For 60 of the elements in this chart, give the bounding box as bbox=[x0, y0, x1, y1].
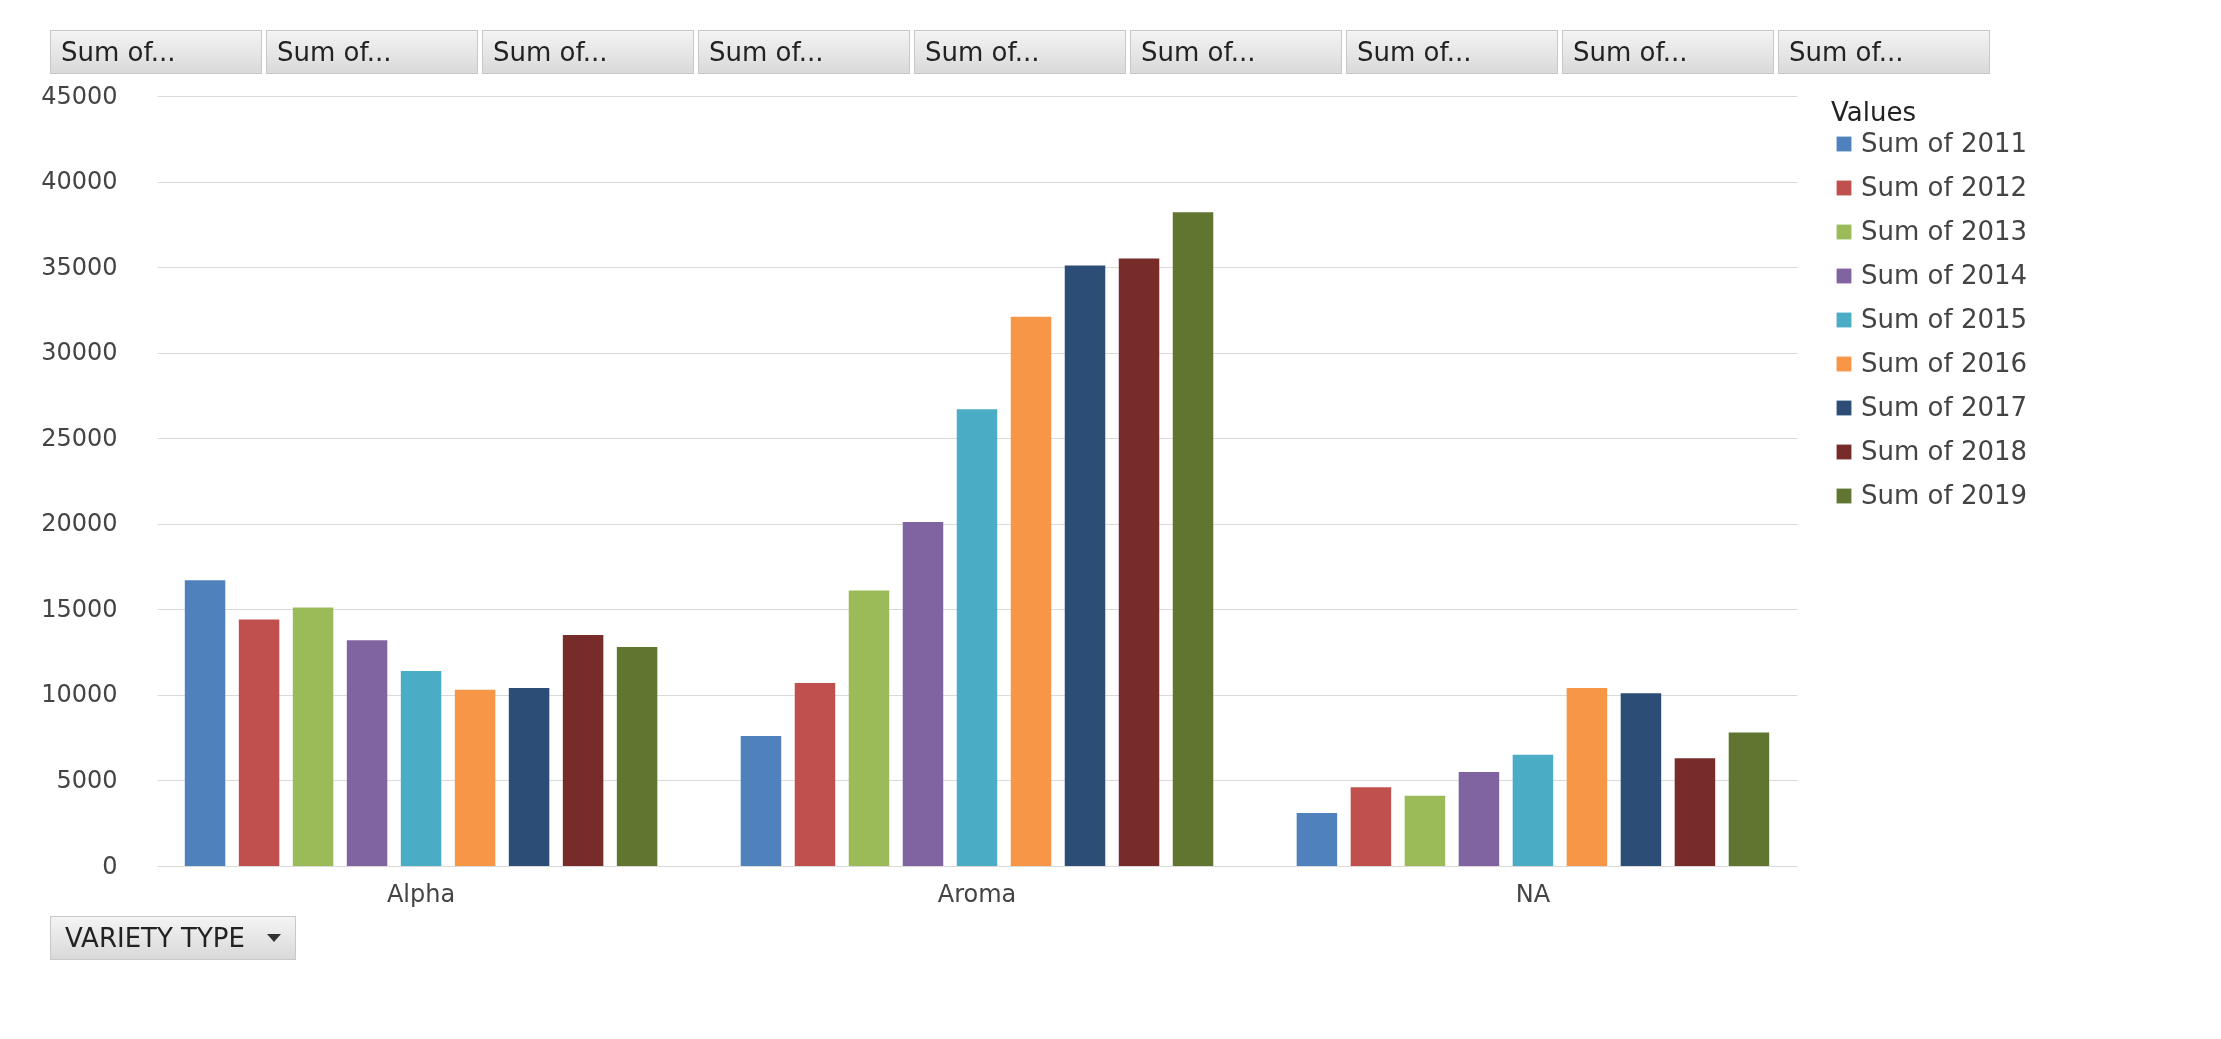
bar bbox=[454, 689, 496, 866]
bar bbox=[740, 735, 782, 866]
y-tick-label: 5000 bbox=[56, 765, 118, 794]
x-tick-label: Aroma bbox=[937, 879, 1017, 908]
legend-label: Sum of 2019 bbox=[1861, 480, 2028, 510]
legend-label: Sum of 2017 bbox=[1861, 392, 2028, 422]
y-tick-label: 20000 bbox=[41, 509, 118, 538]
text: Sum of... bbox=[50, 30, 262, 74]
bar bbox=[184, 580, 226, 866]
y-tick-label: 45000 bbox=[41, 81, 118, 110]
legend-label: Sum of 2013 bbox=[1861, 216, 2028, 246]
bar bbox=[508, 688, 550, 866]
y-tick-label: 35000 bbox=[41, 252, 118, 281]
bar bbox=[1458, 771, 1500, 866]
bar bbox=[1566, 688, 1608, 866]
text: Sum of... bbox=[698, 30, 910, 74]
bar bbox=[400, 670, 442, 866]
bar bbox=[956, 409, 998, 866]
y-tick-label: 25000 bbox=[41, 423, 118, 452]
bar bbox=[238, 619, 280, 866]
y-tick-label: 10000 bbox=[41, 680, 118, 709]
bar bbox=[794, 682, 836, 866]
bar bbox=[562, 635, 604, 866]
x-axis-title: VARIETY TYPE bbox=[65, 923, 245, 953]
text: Sum of... bbox=[914, 30, 1126, 74]
legend-label: Sum of 2015 bbox=[1861, 304, 2028, 334]
text: Sum of... bbox=[266, 30, 478, 74]
bar bbox=[1674, 758, 1716, 866]
y-tick-label: 15000 bbox=[41, 594, 118, 623]
legend-label: Sum of 2016 bbox=[1861, 348, 2028, 378]
legend-label: Sum of 2018 bbox=[1861, 436, 2028, 466]
bar bbox=[1064, 265, 1106, 866]
text: Sum of... bbox=[1562, 30, 1774, 74]
y-tick-label: 40000 bbox=[41, 167, 118, 196]
legend-title: Values bbox=[1831, 97, 1916, 127]
x-tick-label: NA bbox=[1515, 879, 1551, 908]
text: Sum of... bbox=[1778, 30, 1990, 74]
bar bbox=[1172, 212, 1214, 866]
y-tick-label: 30000 bbox=[41, 338, 118, 367]
bar bbox=[1512, 754, 1554, 866]
text: Sum of... bbox=[482, 30, 694, 74]
bar bbox=[1404, 795, 1446, 866]
bar bbox=[346, 640, 388, 866]
legend-label: Sum of 2012 bbox=[1861, 172, 2028, 202]
bar bbox=[1010, 316, 1052, 866]
bar bbox=[1728, 732, 1770, 866]
bar bbox=[902, 522, 944, 866]
bar bbox=[292, 607, 334, 866]
bar bbox=[1118, 258, 1160, 866]
legend-label: Sum of 2011 bbox=[1861, 128, 2028, 158]
text: Sum of... bbox=[1346, 30, 1558, 74]
bar bbox=[616, 646, 658, 866]
bar bbox=[1296, 812, 1338, 866]
y-tick-label: 0 bbox=[102, 851, 118, 880]
bar bbox=[1620, 693, 1662, 866]
bar bbox=[848, 590, 890, 866]
bar bbox=[1350, 787, 1392, 866]
text: Sum of... bbox=[1130, 30, 1342, 74]
x-tick-label: Alpha bbox=[386, 879, 456, 908]
legend-label: Sum of 2014 bbox=[1861, 260, 2028, 290]
